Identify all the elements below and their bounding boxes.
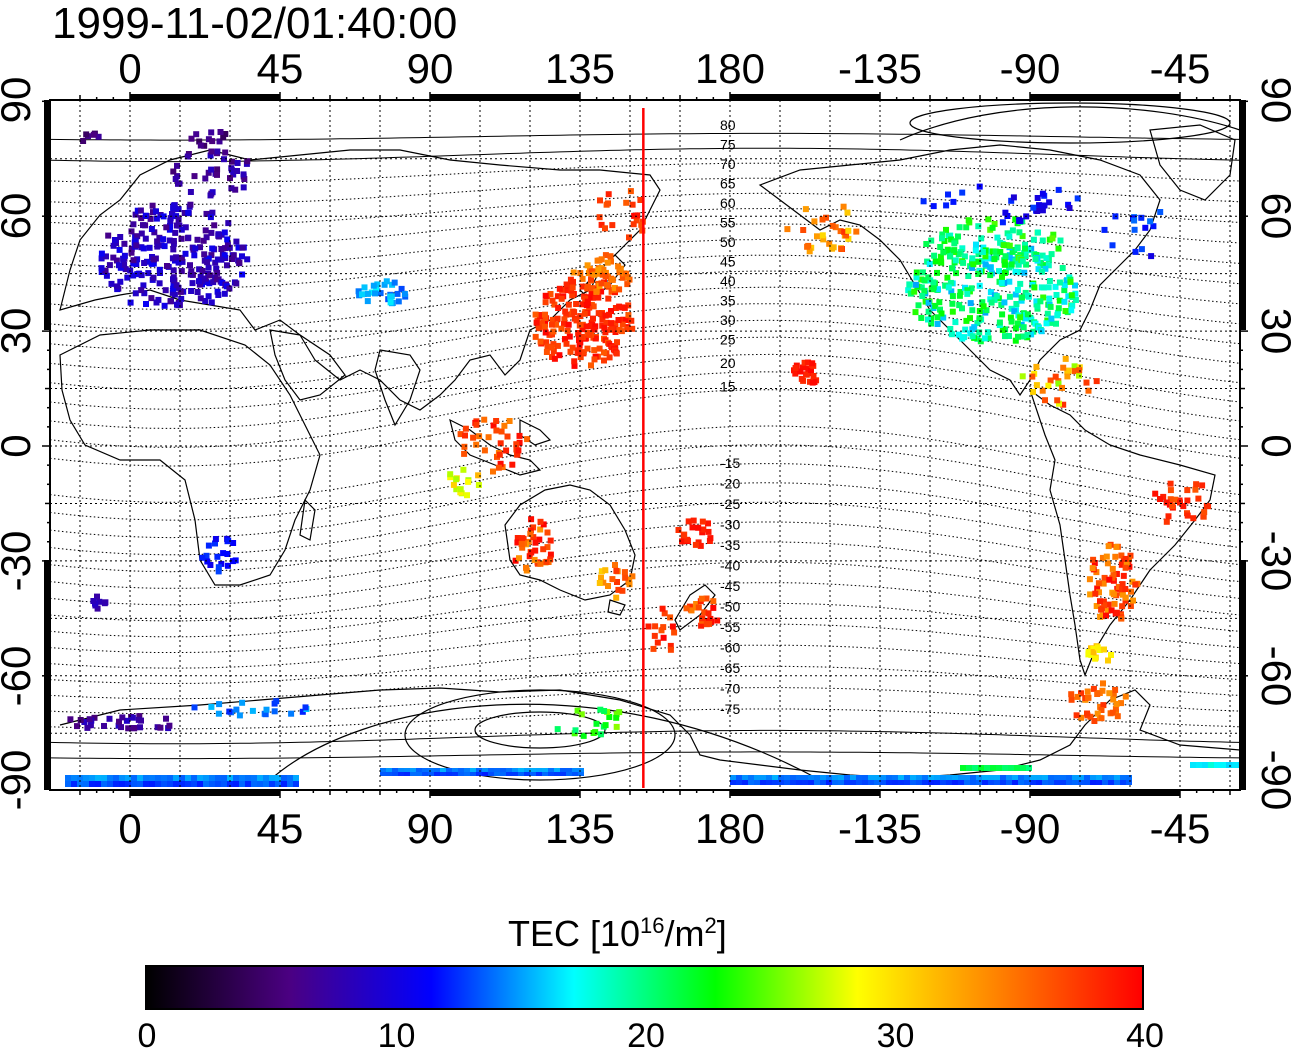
contour-label: -20 [720, 476, 740, 492]
top-longitude-label: -45 [1150, 45, 1211, 92]
top-longitude-label: 0 [118, 45, 141, 92]
map-axis-ticks [42, 92, 1248, 798]
contour-label: -70 [720, 681, 740, 697]
colorbar-tick-label: 40 [1126, 1017, 1164, 1055]
contour-label: -55 [720, 619, 740, 635]
right-latitude-label: 30 [1253, 308, 1292, 355]
right-latitude-label: 60 [1253, 193, 1292, 240]
bottom-longitude-label: -135 [838, 805, 922, 852]
left-latitude-label: 90 [0, 77, 39, 124]
top-longitude-label: -135 [838, 45, 922, 92]
contour-label: 25 [720, 332, 736, 348]
colorbar-tick-label: 0 [137, 1017, 157, 1055]
bottom-longitude-label: 0 [118, 805, 141, 852]
contour-label: -75 [720, 701, 740, 717]
map-axis-labels: 0 45 90 135 180 -135 -90 -45 0 45 90 135 180 -135 -90 -… [0, 45, 1292, 852]
contour-label: 15 [720, 379, 736, 395]
map-gridlines [50, 100, 1240, 790]
top-longitude-label: 135 [545, 45, 615, 92]
right-latitude-label: -30 [1253, 531, 1292, 592]
top-longitude-label: 45 [257, 45, 304, 92]
contour-label: -45 [720, 578, 740, 594]
contour-label: 30 [720, 312, 736, 328]
contour-label: 40 [720, 273, 736, 289]
left-latitude-label: -30 [0, 531, 39, 592]
left-latitude-label: 60 [0, 193, 39, 240]
bottom-longitude-label: -45 [1150, 805, 1211, 852]
left-latitude-label: -60 [0, 646, 39, 707]
right-latitude-label: 90 [1253, 77, 1292, 124]
map-frame [49, 99, 1241, 791]
contour-labels: 80 75 70 65 60 55 50 45 40 35 30 25 20 15 -15 -20 -25 -30… [720, 117, 740, 717]
colorbar-title-exponent-2: 2 [704, 913, 717, 938]
coastline-outline [59, 124, 1240, 779]
left-latitude-label: 30 [0, 308, 39, 355]
contour-label: -40 [720, 558, 740, 574]
contour-label: -35 [720, 537, 740, 553]
bottom-longitude-label: -90 [1000, 805, 1061, 852]
right-latitude-label: -60 [1253, 646, 1292, 707]
contour-label: 60 [720, 195, 736, 211]
top-longitude-label: 180 [695, 45, 765, 92]
contour-label: 45 [720, 254, 736, 270]
top-longitude-label: 90 [407, 45, 454, 92]
contour-label: 20 [720, 355, 736, 371]
tec-colorbar [145, 965, 1144, 1010]
colorbar-title-unit: /m [664, 913, 705, 954]
colorbar-tick-label: 20 [627, 1017, 665, 1055]
contour-label: 80 [720, 117, 736, 133]
bottom-longitude-label: 90 [407, 805, 454, 852]
colorbar-tick-label: 10 [377, 1017, 416, 1055]
colorbar-tick-label: 30 [876, 1017, 915, 1055]
left-latitude-label: 0 [0, 434, 39, 457]
bottom-longitude-label: 180 [695, 805, 765, 852]
contour-label: -60 [720, 640, 740, 656]
contour-label: 65 [720, 176, 736, 192]
left-latitude-label: -90 [0, 750, 39, 811]
magnetic-latitude-contours [50, 102, 1240, 781]
colorbar-title-main: TEC [10 [508, 913, 641, 954]
colorbar-title-exponent: 16 [640, 913, 665, 938]
contour-label: -65 [720, 660, 740, 676]
bottom-longitude-label: 45 [257, 805, 304, 852]
contour-label: 50 [720, 234, 736, 250]
right-latitude-label: -90 [1253, 750, 1292, 811]
contour-label: 55 [720, 215, 736, 231]
top-longitude-label: -90 [1000, 45, 1061, 92]
contour-label: 75 [720, 137, 736, 153]
contour-label: 35 [720, 293, 736, 309]
contour-label: -30 [720, 517, 740, 533]
map-timestamp-title: 1999-11-02/01:40:00 [52, 0, 458, 48]
tec-data-points [65, 129, 1240, 787]
contour-label: -25 [720, 496, 740, 512]
contour-label: -15 [720, 455, 740, 471]
bottom-longitude-label: 135 [545, 805, 615, 852]
colorbar-title: TEC [1016/m2] [508, 906, 727, 954]
tec-world-map: 80 75 70 65 60 55 50 45 40 35 30 25 20 15 -15 -20 -25 -30… [0, 45, 1292, 852]
contour-label: 70 [720, 156, 736, 172]
contour-label: -50 [720, 599, 740, 615]
right-latitude-label: 0 [1253, 434, 1292, 457]
colorbar-title-end: ] [716, 913, 727, 954]
